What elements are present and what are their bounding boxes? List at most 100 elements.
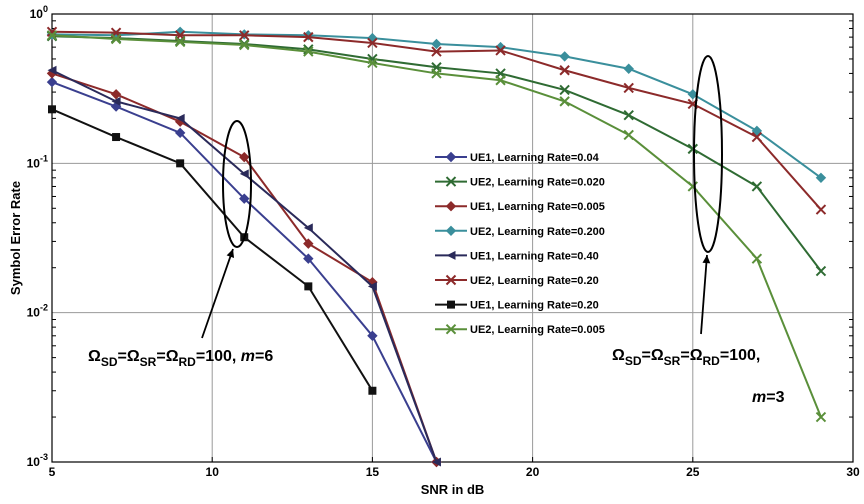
data-point <box>110 33 122 45</box>
x-tick-label: 10 <box>206 465 220 479</box>
legend: UE1, Learning Rate=0.04 UE2, Learning Rat… <box>435 151 605 336</box>
data-point <box>367 37 378 49</box>
x-axis-title: SNR in dB <box>421 482 485 497</box>
y-tick-label: 10-1 <box>27 153 48 170</box>
x-tick-label: 20 <box>526 465 540 479</box>
data-point <box>815 204 827 215</box>
x-tick-label: 5 <box>49 465 56 479</box>
data-point <box>431 46 442 57</box>
legend-marker <box>446 250 456 260</box>
data-point <box>239 30 250 41</box>
legend-marker <box>445 225 457 237</box>
data-point <box>111 96 121 106</box>
series-6 <box>46 26 827 215</box>
legend-marker <box>445 274 457 286</box>
data-point <box>46 76 58 88</box>
legend-item: UE1, Learning Rate=0.04 <box>435 151 600 164</box>
data-point <box>495 45 506 56</box>
legend-item: UE2, Learning Rate=0.005 <box>435 323 605 336</box>
data-point <box>559 65 570 76</box>
data-point <box>815 172 827 184</box>
legend-item: UE1, Learning Rate=0.20 <box>435 300 599 312</box>
annotation-arrow-right <box>700 254 708 335</box>
legend-marker <box>447 300 455 309</box>
x-tick-label: 30 <box>846 465 860 479</box>
legend-item: UE2, Learning Rate=0.20 <box>435 274 599 287</box>
legend-item: UE2, Learning Rate=0.020 <box>435 176 605 189</box>
data-point <box>174 36 186 48</box>
data-point <box>48 105 56 114</box>
annotation-ellipse-left <box>222 120 252 248</box>
data-point <box>367 330 378 342</box>
data-point <box>815 265 827 277</box>
data-point <box>110 89 122 100</box>
data-point <box>623 129 634 141</box>
annotation-label-right-line1: ΩSD=ΩSR=ΩRD=100, <box>612 347 760 368</box>
data-point <box>751 253 763 264</box>
annotation-arrow-right-head <box>702 255 711 264</box>
data-point <box>112 133 121 142</box>
data-point <box>623 110 634 121</box>
data-point <box>367 281 377 291</box>
data-point <box>623 82 634 94</box>
x-tick-label: 25 <box>686 465 700 479</box>
data-point <box>559 96 570 107</box>
data-point <box>495 75 506 86</box>
data-point <box>47 65 57 75</box>
data-point <box>751 125 763 137</box>
data-point <box>303 46 314 57</box>
data-point <box>687 143 699 155</box>
data-point <box>368 386 377 395</box>
legend-marker <box>445 151 457 163</box>
data-point <box>304 282 313 291</box>
legend-label: UE1, Learning Rate=0.40 <box>470 250 599 262</box>
data-point <box>623 63 634 74</box>
x-tick-label: 15 <box>366 465 380 479</box>
annotation-label-left: ΩSD=ΩSR=ΩRD=100, m=6 <box>88 348 273 369</box>
legend-marker <box>445 176 457 187</box>
data-point <box>303 223 313 233</box>
data-point <box>175 113 185 123</box>
y-tick-label: 10-3 <box>27 452 48 469</box>
annotation-arrow-left <box>201 248 234 339</box>
data-point <box>815 411 827 423</box>
y-tick-label: 100 <box>30 4 48 21</box>
legend-label: UE2, Learning Rate=0.005 <box>470 324 605 336</box>
data-point <box>367 57 378 69</box>
legend-label: UE1, Learning Rate=0.005 <box>470 201 605 213</box>
legend-item: UE1, Learning Rate=0.005 <box>435 200 605 213</box>
data-point <box>431 68 442 79</box>
legend-item: UE1, Learning Rate=0.40 <box>435 250 599 262</box>
data-point <box>431 38 442 50</box>
annotation-ellipse-right <box>693 55 723 253</box>
legend-label: UE2, Learning Rate=0.20 <box>470 275 599 287</box>
data-point <box>687 89 699 100</box>
data-point <box>239 39 250 51</box>
plot-background <box>52 14 853 462</box>
legend-marker <box>445 323 457 335</box>
data-point <box>559 84 570 96</box>
y-axis-title: Symbol Error Rate <box>8 181 23 295</box>
data-point <box>303 238 314 249</box>
annotation-label-right-line2: m=3 <box>752 389 785 406</box>
data-point <box>559 51 570 62</box>
data-point <box>239 169 249 179</box>
series-8 <box>46 30 827 423</box>
data-point <box>751 131 763 143</box>
legend-label: UE2, Learning Rate=0.200 <box>470 226 605 238</box>
legend-label: UE1, Learning Rate=0.04 <box>470 152 600 164</box>
annotation-arrow-left-head <box>226 249 235 258</box>
series-line <box>51 108 374 392</box>
plot-frame <box>51 13 854 463</box>
data-point <box>176 159 185 168</box>
data-point <box>303 31 314 43</box>
data-point <box>431 457 441 467</box>
legend-label: UE1, Learning Rate=0.20 <box>470 300 599 312</box>
data-point <box>751 181 763 192</box>
legend-item: UE2, Learning Rate=0.200 <box>435 225 605 238</box>
data-point <box>174 127 186 139</box>
data-point <box>239 193 250 204</box>
data-point <box>239 151 250 163</box>
